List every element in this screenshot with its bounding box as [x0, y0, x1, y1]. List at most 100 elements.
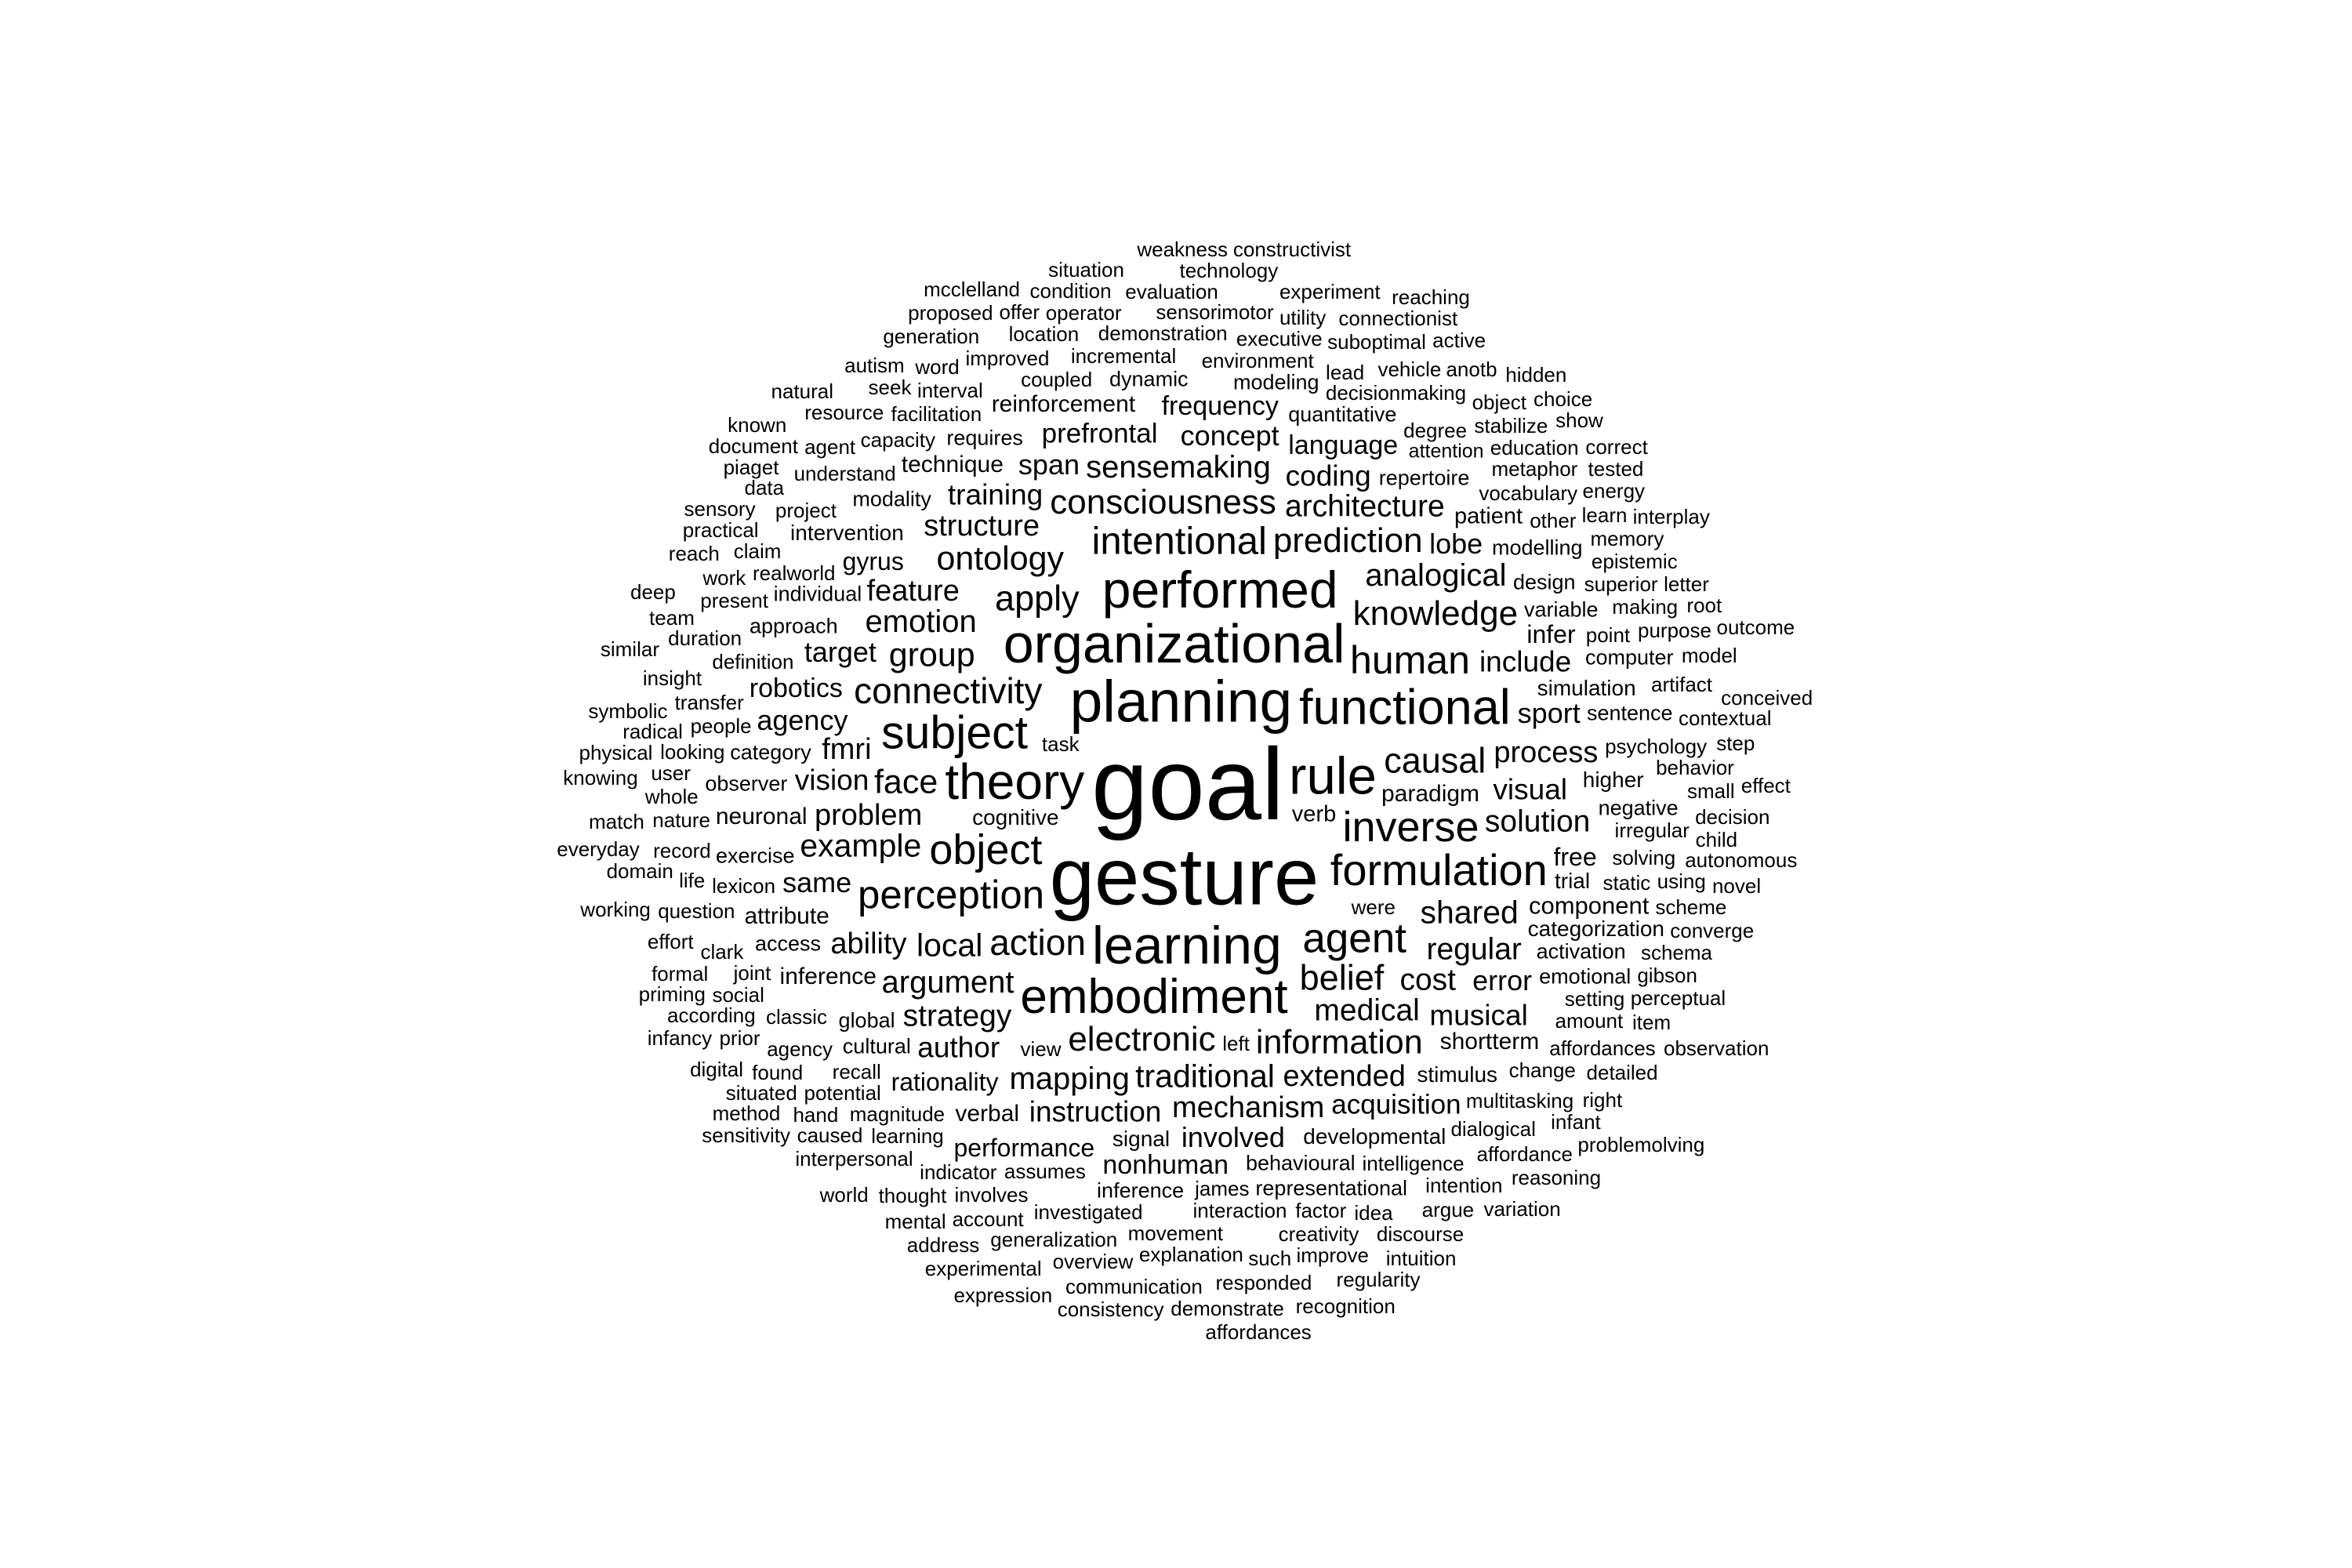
cloud-word: traditional	[1135, 1058, 1275, 1094]
cloud-word: generation	[883, 325, 980, 349]
cloud-word: small	[1687, 779, 1735, 803]
cloud-word: record	[653, 838, 711, 862]
cloud-word: item	[1632, 1010, 1671, 1034]
cloud-word: inference	[779, 963, 877, 989]
cloud-word: responded	[1215, 1270, 1312, 1294]
cloud-word: incremental	[1070, 344, 1177, 368]
cloud-word: component	[1528, 891, 1650, 920]
cloud-word: quantitative	[1288, 402, 1397, 426]
cloud-word: agency	[767, 1036, 833, 1061]
cloud-word: psychology	[1605, 734, 1708, 758]
cloud-word: schema	[1640, 941, 1713, 965]
cloud-word: task	[1041, 731, 1080, 756]
cloud-word: radical	[622, 720, 683, 744]
cloud-word: correct	[1585, 435, 1648, 459]
cloud-word: seek	[868, 376, 912, 400]
cloud-word: intervention	[790, 521, 904, 545]
cloud-word: address	[906, 1233, 980, 1258]
cloud-word: exercise	[715, 844, 795, 868]
cloud-word: digital	[690, 1058, 743, 1082]
cloud-word: reasoning	[1511, 1166, 1602, 1190]
cloud-word: autism	[844, 353, 905, 377]
cloud-word: step	[1716, 731, 1755, 755]
cloud-word: intention	[1425, 1174, 1503, 1198]
cloud-word: point	[1585, 622, 1631, 647]
cloud-word: category	[730, 740, 811, 764]
cloud-word: resource	[804, 401, 884, 425]
cloud-word: requires	[946, 426, 1023, 450]
cloud-word: categorization	[1527, 916, 1664, 942]
cloud-word: emotion	[865, 604, 977, 639]
cloud-word: user	[651, 761, 691, 786]
cloud-word: piaget	[723, 455, 779, 479]
cloud-word: sentence	[1586, 701, 1673, 725]
cloud-word: question	[658, 898, 735, 923]
cloud-word: physical	[579, 740, 653, 764]
cloud-word: attention	[1408, 440, 1484, 463]
cloud-word: interaction	[1192, 1198, 1287, 1222]
cloud-word: lexicon	[712, 874, 776, 898]
cloud-word: detailed	[1586, 1060, 1658, 1084]
cloud-word: access	[754, 931, 822, 956]
cloud-word: involved	[1181, 1120, 1285, 1153]
cloud-word: according	[666, 1004, 756, 1028]
cloud-word: mcclelland	[924, 277, 1020, 301]
cloud-word: letter	[1664, 572, 1709, 597]
cloud-word: visual	[1493, 773, 1568, 806]
cloud-word: strategy	[902, 999, 1012, 1033]
cloud-word: regular	[1426, 932, 1522, 967]
cloud-word: coupled	[1021, 367, 1093, 391]
cloud-word: location	[1008, 322, 1080, 347]
cloud-word: same	[782, 866, 852, 899]
cloud-word: interpersonal	[795, 1147, 913, 1171]
cloud-word: generalization	[990, 1227, 1118, 1251]
cloud-word: regularity	[1336, 1268, 1421, 1292]
cloud-word: group	[888, 636, 975, 674]
cloud-word: knowledge	[1352, 593, 1519, 633]
cloud-word: prediction	[1272, 521, 1423, 561]
cloud-word: experiment	[1279, 279, 1381, 303]
cloud-word: interval	[916, 378, 983, 402]
cloud-word: modality	[852, 487, 931, 511]
cloud-word: object	[1472, 390, 1526, 415]
cloud-word: simulation	[1537, 675, 1636, 700]
cloud-word: extended	[1283, 1059, 1406, 1093]
cloud-word: approach	[750, 614, 838, 638]
cloud-word: change	[1508, 1058, 1576, 1082]
cloud-word: nonhuman	[1102, 1149, 1229, 1180]
cloud-word: sport	[1517, 696, 1581, 729]
cloud-word: formulation	[1330, 845, 1548, 895]
cloud-word: developmental	[1303, 1124, 1446, 1149]
cloud-word: communication	[1065, 1275, 1203, 1299]
cloud-word: word	[915, 354, 960, 379]
cloud-word: hidden	[1505, 362, 1567, 387]
cloud-word: trial	[1554, 869, 1591, 894]
cloud-word: formal	[652, 961, 709, 985]
cloud-word: superior	[1584, 572, 1658, 596]
cloud-word: evaluation	[1125, 279, 1218, 303]
cloud-word: solution	[1484, 804, 1591, 839]
cloud-word: causal	[1384, 740, 1486, 781]
cloud-word: embodiment	[1020, 970, 1288, 1025]
cloud-word: constructivist	[1232, 238, 1352, 262]
cloud-word: classic	[765, 1004, 827, 1029]
cloud-word: epistemic	[1591, 550, 1678, 574]
cloud-word: joint	[733, 960, 771, 985]
cloud-word: choice	[1534, 387, 1593, 412]
cloud-word: information	[1255, 1023, 1423, 1062]
cloud-word: modeling	[1233, 370, 1319, 394]
cloud-word: theory	[945, 753, 1085, 810]
cloud-word: vehicle	[1377, 358, 1442, 382]
cloud-word: reinforcement	[991, 390, 1136, 417]
cloud-word: connectivity	[854, 670, 1043, 712]
cloud-word: realworld	[753, 561, 836, 585]
cloud-word: agent	[804, 434, 856, 459]
cloud-word: match	[589, 809, 644, 833]
cloud-word: multitasking	[1465, 1088, 1574, 1112]
cloud-word: variation	[1483, 1197, 1561, 1221]
cloud-word: facilitation	[891, 401, 982, 426]
cloud-word: shortterm	[1439, 1028, 1540, 1054]
cloud-word: sensitivity	[702, 1123, 790, 1148]
cloud-word: learn	[1581, 503, 1628, 528]
cloud-word: active	[1432, 328, 1486, 353]
